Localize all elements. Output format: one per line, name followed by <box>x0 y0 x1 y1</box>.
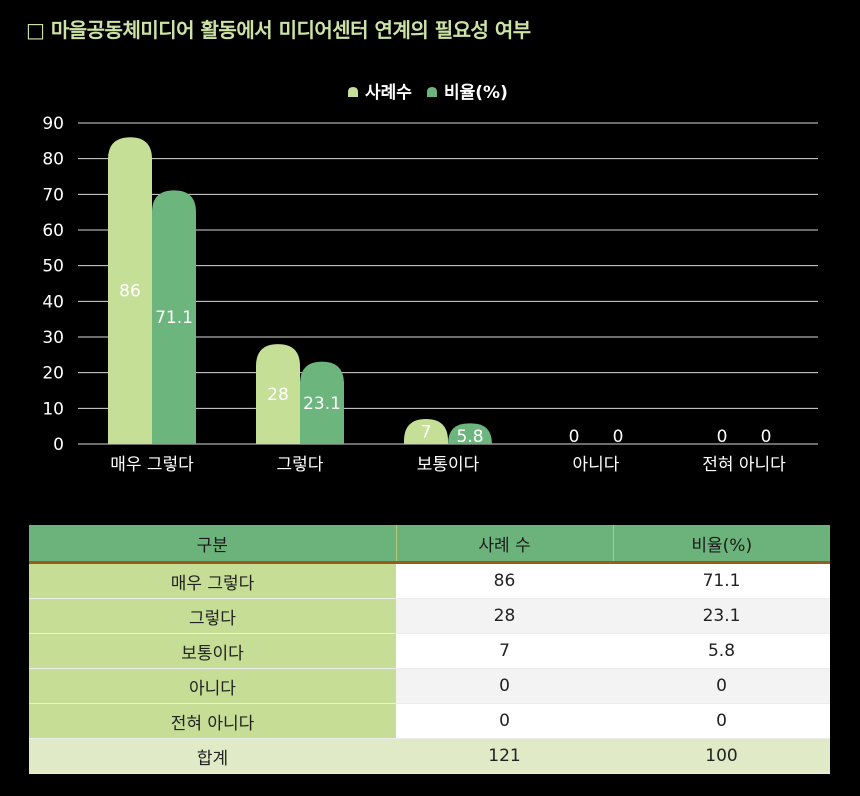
x-tick-label: 매우 그렇다 <box>110 455 194 475</box>
legend-swatch <box>348 87 358 97</box>
table-cell: 23.1 <box>613 598 830 634</box>
data-label: 86 <box>119 282 141 302</box>
table-cell: 0 <box>396 668 613 704</box>
y-tick-label: 10 <box>42 399 64 419</box>
table-cell: 71.1 <box>613 562 830 599</box>
data-label: 7 <box>421 423 432 443</box>
legend-label: 비율(%) <box>444 83 508 103</box>
data-label: 71.1 <box>155 308 193 328</box>
table-cell: 121 <box>396 738 613 774</box>
x-tick-label: 그렇다 <box>277 455 324 475</box>
table-cell: 86 <box>396 562 613 599</box>
bars: 86 71.1 28 23.1 7 5.8 0 0 0 0 <box>108 137 771 447</box>
x-axis: 매우 그렇다 그렇다 보통이다 아니다 전혀 아니다 <box>110 455 786 475</box>
table-header-cell: 사례 수 <box>396 525 614 564</box>
summary-table: 구분 사례 수 비율(%) 매우 그렇다 86 71.1 그렇다 28 23.1 보통이다 7 5.… <box>29 525 830 774</box>
y-tick-label: 40 <box>42 292 64 312</box>
table-cell: 100 <box>613 738 830 774</box>
table-row: 전혀 아니다 0 0 <box>29 703 830 739</box>
y-tick-label: 30 <box>42 328 64 348</box>
x-tick-label: 아니다 <box>573 455 620 475</box>
data-label: 0 <box>761 427 772 447</box>
table-cell: 0 <box>613 668 830 704</box>
y-tick-label: 90 <box>42 114 64 134</box>
table-cell: 28 <box>396 598 613 634</box>
legend-label: 사례수 <box>365 83 412 103</box>
x-tick-label: 보통이다 <box>417 455 480 475</box>
table-header-row: 구분 사례 수 비율(%) <box>29 525 830 564</box>
y-tick-label: 70 <box>42 185 64 205</box>
table-total-row: 합계 121 100 <box>29 738 830 774</box>
y-axis: 0 10 20 30 40 50 60 70 80 90 <box>42 114 64 455</box>
chart-title: □ 마을공동체미디어 활동에서 미디어센터 연계의 필요성 여부 <box>26 18 531 42</box>
table-cell: 0 <box>396 703 613 739</box>
table-header-cell: 구분 <box>29 525 397 564</box>
legend: 사례수 비율(%) <box>348 83 508 103</box>
row-label: 매우 그렇다 <box>29 562 396 599</box>
bar-count <box>404 419 448 444</box>
data-label: 0 <box>613 427 624 447</box>
x-tick-label: 전혀 아니다 <box>702 455 786 475</box>
bar-ratio <box>448 423 492 444</box>
bar-count <box>108 137 152 444</box>
gridlines <box>78 122 818 445</box>
table-header-cell: 비율(%) <box>613 525 830 564</box>
data-label: 28 <box>267 385 289 405</box>
bar-ratio <box>152 190 196 444</box>
row-label: 전혀 아니다 <box>29 703 396 739</box>
bar-count <box>256 344 300 444</box>
row-label: 아니다 <box>29 668 396 704</box>
legend-swatch <box>427 87 437 97</box>
table-cell: 5.8 <box>613 633 830 669</box>
y-tick-label: 20 <box>42 364 64 384</box>
data-label: 0 <box>569 427 580 447</box>
data-label: 23.1 <box>303 394 341 414</box>
y-tick-label: 50 <box>42 257 64 277</box>
row-label: 보통이다 <box>29 633 396 669</box>
y-tick-label: 80 <box>42 150 64 170</box>
row-label: 합계 <box>29 738 396 774</box>
y-tick-label: 0 <box>53 435 64 455</box>
table-row: 매우 그렇다 86 71.1 <box>29 562 830 599</box>
table-row: 그렇다 28 23.1 <box>29 598 830 634</box>
table-row: 보통이다 7 5.8 <box>29 633 830 669</box>
y-tick-label: 60 <box>42 221 64 241</box>
data-label: 5.8 <box>456 427 483 447</box>
table-cell: 7 <box>396 633 613 669</box>
bar-ratio <box>300 361 344 444</box>
data-label: 0 <box>717 427 728 447</box>
table-cell: 0 <box>613 703 830 739</box>
row-label: 그렇다 <box>29 598 396 634</box>
table-row: 아니다 0 0 <box>29 668 830 704</box>
